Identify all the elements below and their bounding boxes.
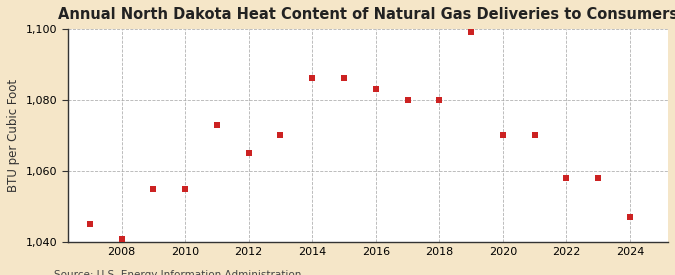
Point [243,151,254,155]
Point [180,187,190,191]
Point [497,133,508,138]
Point [275,133,286,138]
Title: Annual North Dakota Heat Content of Natural Gas Deliveries to Consumers: Annual North Dakota Heat Content of Natu… [58,7,675,22]
Point [116,236,127,241]
Point [211,123,222,127]
Point [148,187,159,191]
Point [371,87,381,91]
Point [84,222,95,227]
Text: Source: U.S. Energy Information Administration: Source: U.S. Energy Information Administ… [54,271,301,275]
Point [624,215,635,219]
Point [402,98,413,102]
Point [339,76,350,81]
Point [529,133,540,138]
Y-axis label: BTU per Cubic Foot: BTU per Cubic Foot [7,79,20,192]
Point [561,176,572,180]
Point [434,98,445,102]
Point [307,76,318,81]
Point [593,176,603,180]
Point [466,30,477,34]
